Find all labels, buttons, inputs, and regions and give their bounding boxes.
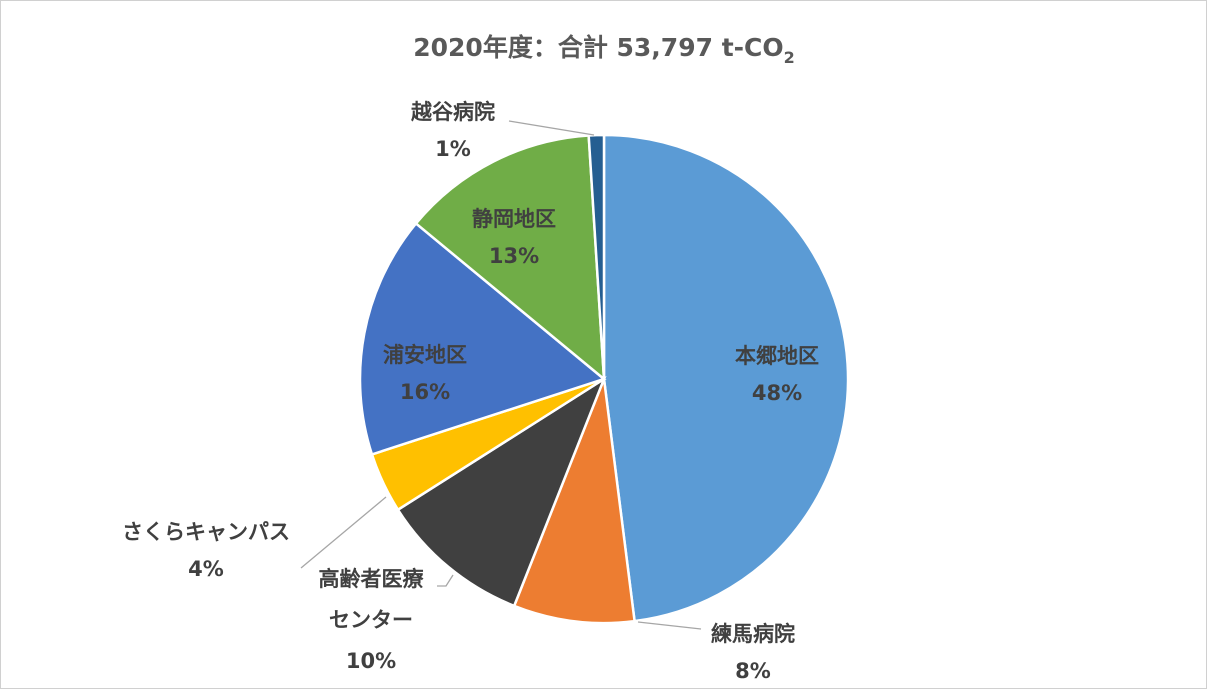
slice-name-label-6: 静岡地区: [472, 207, 556, 231]
leader-lines: [300, 120, 702, 630]
pie-slice-6: [414, 134, 606, 382]
pie-slice-7: [587, 133, 606, 380]
pie-slices: [358, 133, 850, 625]
pie-slice-1: [602, 133, 850, 623]
slice-name-label-7: 越谷病院: [410, 100, 495, 124]
slice-name-label-5: 浦安地区: [383, 343, 467, 367]
chart-title-subscript: 2: [784, 48, 795, 67]
leader-line-3: [437, 574, 454, 587]
slice-percent-label-5: 16%: [400, 380, 450, 404]
pie-slice-3: [396, 375, 607, 608]
slice-name-label-3: センター: [329, 608, 413, 632]
slice-percent-label-3: 10%: [346, 649, 396, 673]
pie-slice-5: [358, 221, 607, 456]
slice-percent-label-2: 8%: [735, 659, 771, 683]
slice-percent-label-6: 13%: [489, 244, 539, 268]
slice-name-label-3: 高齢者医療: [319, 567, 425, 591]
leader-line-4: [300, 496, 387, 569]
slice-percent-label-1: 48%: [752, 381, 802, 405]
pie-slice-2: [512, 378, 636, 625]
chart-title: 2020年度：合計 53,797 t-CO2: [413, 33, 795, 67]
slice-percent-label-7: 1%: [435, 137, 471, 161]
leader-line-7: [508, 120, 595, 136]
chart-title-main: 2020年度：合計 53,797 t-CO: [413, 33, 783, 62]
slice-percent-label-4: 4%: [188, 557, 224, 581]
slice-name-label-4: さくらキャンパス: [122, 520, 290, 544]
leader-line-2: [637, 621, 702, 630]
slice-name-label-1: 本郷地区: [735, 344, 819, 368]
slice-name-label-2: 練馬病院: [711, 622, 795, 646]
